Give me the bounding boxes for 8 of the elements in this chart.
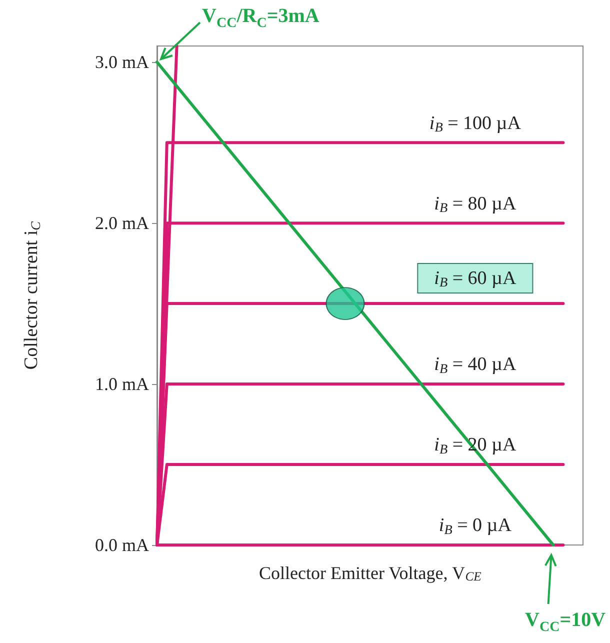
y-axis-title: Collector current iC bbox=[21, 221, 43, 370]
y-tick-label: 1.0 mA bbox=[95, 374, 149, 394]
y-tick-label: 3.0 mA bbox=[95, 52, 149, 72]
x-axis-title: Collector Emitter Voltage, VCE bbox=[258, 563, 482, 584]
text: V$_{CC}$=10V bbox=[525, 609, 606, 635]
y-tick-label: 2.0 mA bbox=[95, 213, 149, 234]
y-tick-label: 0.0 mA bbox=[95, 535, 149, 555]
text: V$_{CC}$/R$_{C}$=3mA bbox=[202, 5, 320, 31]
